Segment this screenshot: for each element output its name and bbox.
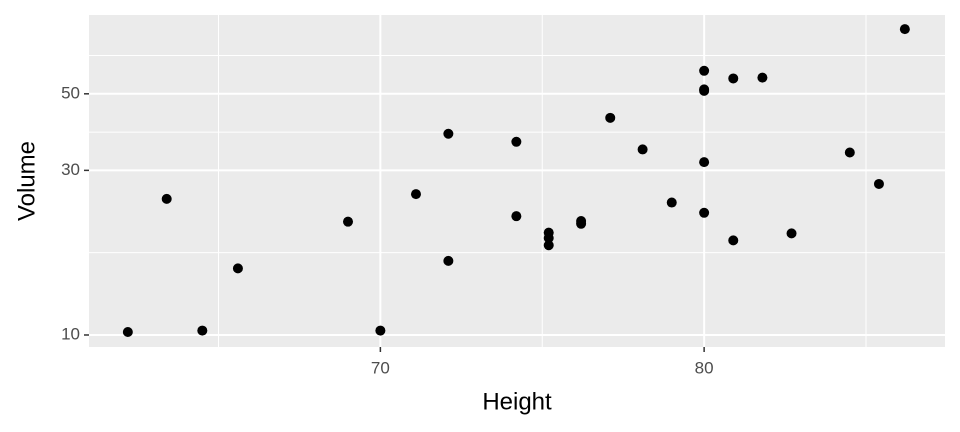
- y-tick-label: 10: [61, 324, 80, 343]
- point: [844, 147, 855, 158]
- point: [197, 325, 208, 336]
- point: [786, 228, 797, 239]
- point: [443, 255, 454, 266]
- point: [699, 85, 710, 96]
- point: [605, 112, 616, 123]
- panel: [89, 15, 945, 347]
- point: [637, 144, 648, 155]
- x-tick-label: 70: [371, 358, 390, 377]
- point: [576, 218, 587, 229]
- point: [699, 207, 710, 218]
- y-axis-title: Volume: [13, 141, 40, 221]
- point: [410, 189, 421, 200]
- point: [873, 178, 884, 189]
- point: [122, 327, 133, 338]
- point: [728, 73, 739, 84]
- point: [728, 235, 739, 246]
- point: [443, 128, 454, 139]
- point: [699, 157, 710, 168]
- point: [757, 72, 768, 83]
- x-tick-label: 80: [695, 358, 714, 377]
- point: [375, 325, 386, 336]
- point: [543, 240, 554, 251]
- y-tick-label: 30: [61, 160, 80, 179]
- point: [699, 65, 710, 76]
- point: [232, 263, 243, 274]
- point: [899, 24, 910, 35]
- x-axis-title: Height: [482, 388, 552, 415]
- point: [161, 193, 172, 204]
- point: [666, 197, 677, 208]
- point: [343, 216, 354, 227]
- point: [511, 211, 522, 222]
- y-tick-label: 50: [61, 83, 80, 102]
- point: [543, 233, 554, 244]
- point: [511, 136, 522, 147]
